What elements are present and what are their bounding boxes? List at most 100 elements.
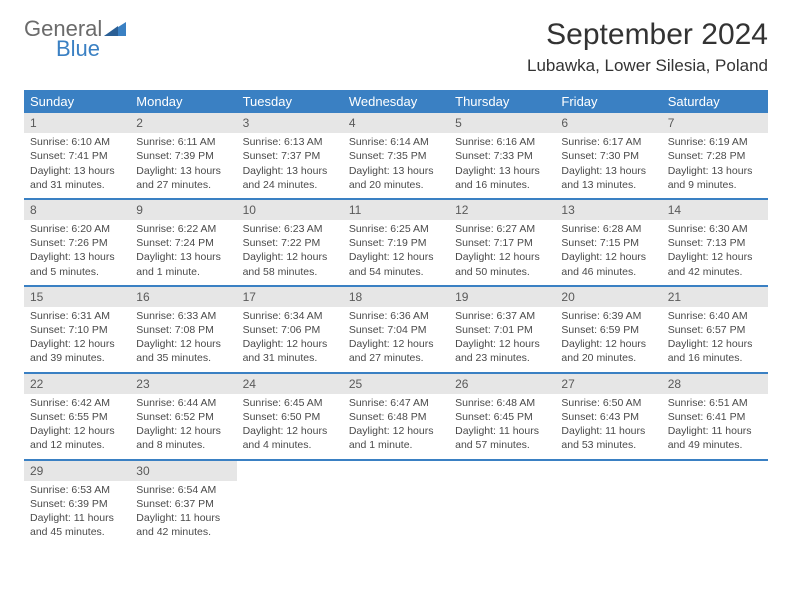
sunset-line: Sunset: 7:22 PM	[243, 236, 337, 250]
day-cell: 14Sunrise: 6:30 AMSunset: 7:13 PMDayligh…	[662, 200, 768, 285]
day-number: 13	[555, 200, 661, 220]
day-number: 22	[24, 374, 130, 394]
day-cell: 25Sunrise: 6:47 AMSunset: 6:48 PMDayligh…	[343, 374, 449, 459]
daylight-line: Daylight: 12 hours and 42 minutes.	[668, 250, 762, 278]
logo: General Blue	[24, 18, 126, 60]
daylight-line: Daylight: 12 hours and 50 minutes.	[455, 250, 549, 278]
day-body: Sunrise: 6:20 AMSunset: 7:26 PMDaylight:…	[24, 220, 130, 285]
day-body: Sunrise: 6:40 AMSunset: 6:57 PMDaylight:…	[662, 307, 768, 372]
day-cell: 21Sunrise: 6:40 AMSunset: 6:57 PMDayligh…	[662, 287, 768, 372]
sunrise-line: Sunrise: 6:36 AM	[349, 309, 443, 323]
daylight-line: Daylight: 12 hours and 12 minutes.	[30, 424, 124, 452]
sunset-line: Sunset: 6:43 PM	[561, 410, 655, 424]
day-cell: 22Sunrise: 6:42 AMSunset: 6:55 PMDayligh…	[24, 374, 130, 459]
sunrise-line: Sunrise: 6:19 AM	[668, 135, 762, 149]
day-cell: 27Sunrise: 6:50 AMSunset: 6:43 PMDayligh…	[555, 374, 661, 459]
sunset-line: Sunset: 7:24 PM	[136, 236, 230, 250]
calendar: SundayMondayTuesdayWednesdayThursdayFrid…	[24, 90, 768, 545]
weekday-header: Friday	[555, 90, 661, 113]
day-number: 5	[449, 113, 555, 133]
sunrise-line: Sunrise: 6:27 AM	[455, 222, 549, 236]
day-cell: 23Sunrise: 6:44 AMSunset: 6:52 PMDayligh…	[130, 374, 236, 459]
day-number: 28	[662, 374, 768, 394]
day-number: 1	[24, 113, 130, 133]
sunrise-line: Sunrise: 6:16 AM	[455, 135, 549, 149]
day-cell: 15Sunrise: 6:31 AMSunset: 7:10 PMDayligh…	[24, 287, 130, 372]
sunrise-line: Sunrise: 6:51 AM	[668, 396, 762, 410]
daylight-line: Daylight: 13 hours and 24 minutes.	[243, 164, 337, 192]
day-cell: 28Sunrise: 6:51 AMSunset: 6:41 PMDayligh…	[662, 374, 768, 459]
sunrise-line: Sunrise: 6:40 AM	[668, 309, 762, 323]
day-number: 8	[24, 200, 130, 220]
day-number: 24	[237, 374, 343, 394]
day-body: Sunrise: 6:51 AMSunset: 6:41 PMDaylight:…	[662, 394, 768, 459]
day-cell: 18Sunrise: 6:36 AMSunset: 7:04 PMDayligh…	[343, 287, 449, 372]
sunset-line: Sunset: 7:30 PM	[561, 149, 655, 163]
daylight-line: Daylight: 12 hours and 31 minutes.	[243, 337, 337, 365]
day-body: Sunrise: 6:13 AMSunset: 7:37 PMDaylight:…	[237, 133, 343, 198]
day-body: Sunrise: 6:36 AMSunset: 7:04 PMDaylight:…	[343, 307, 449, 372]
day-body: Sunrise: 6:42 AMSunset: 6:55 PMDaylight:…	[24, 394, 130, 459]
sunrise-line: Sunrise: 6:54 AM	[136, 483, 230, 497]
daylight-line: Daylight: 12 hours and 1 minute.	[349, 424, 443, 452]
daylight-line: Daylight: 11 hours and 49 minutes.	[668, 424, 762, 452]
day-cell: 4Sunrise: 6:14 AMSunset: 7:35 PMDaylight…	[343, 113, 449, 198]
sunrise-line: Sunrise: 6:44 AM	[136, 396, 230, 410]
sunset-line: Sunset: 6:39 PM	[30, 497, 124, 511]
day-cell: 19Sunrise: 6:37 AMSunset: 7:01 PMDayligh…	[449, 287, 555, 372]
day-number: 15	[24, 287, 130, 307]
sunrise-line: Sunrise: 6:48 AM	[455, 396, 549, 410]
sunrise-line: Sunrise: 6:28 AM	[561, 222, 655, 236]
day-body: Sunrise: 6:11 AMSunset: 7:39 PMDaylight:…	[130, 133, 236, 198]
weekday-header-row: SundayMondayTuesdayWednesdayThursdayFrid…	[24, 90, 768, 113]
sunset-line: Sunset: 7:10 PM	[30, 323, 124, 337]
sunset-line: Sunset: 7:26 PM	[30, 236, 124, 250]
daylight-line: Daylight: 12 hours and 58 minutes.	[243, 250, 337, 278]
daylight-line: Daylight: 13 hours and 1 minute.	[136, 250, 230, 278]
day-cell	[662, 461, 768, 546]
day-cell: 20Sunrise: 6:39 AMSunset: 6:59 PMDayligh…	[555, 287, 661, 372]
sunrise-line: Sunrise: 6:10 AM	[30, 135, 124, 149]
sunrise-line: Sunrise: 6:47 AM	[349, 396, 443, 410]
day-number: 10	[237, 200, 343, 220]
day-body: Sunrise: 6:47 AMSunset: 6:48 PMDaylight:…	[343, 394, 449, 459]
week-row: 15Sunrise: 6:31 AMSunset: 7:10 PMDayligh…	[24, 287, 768, 374]
day-number: 6	[555, 113, 661, 133]
day-number: 29	[24, 461, 130, 481]
day-number: 9	[130, 200, 236, 220]
day-body: Sunrise: 6:48 AMSunset: 6:45 PMDaylight:…	[449, 394, 555, 459]
sunrise-line: Sunrise: 6:20 AM	[30, 222, 124, 236]
daylight-line: Daylight: 13 hours and 5 minutes.	[30, 250, 124, 278]
day-number: 21	[662, 287, 768, 307]
day-body: Sunrise: 6:39 AMSunset: 6:59 PMDaylight:…	[555, 307, 661, 372]
day-body: Sunrise: 6:17 AMSunset: 7:30 PMDaylight:…	[555, 133, 661, 198]
title-block: September 2024 Lubawka, Lower Silesia, P…	[527, 18, 768, 76]
day-number: 14	[662, 200, 768, 220]
sunrise-line: Sunrise: 6:37 AM	[455, 309, 549, 323]
sunrise-line: Sunrise: 6:30 AM	[668, 222, 762, 236]
day-body: Sunrise: 6:54 AMSunset: 6:37 PMDaylight:…	[130, 481, 236, 546]
day-body: Sunrise: 6:44 AMSunset: 6:52 PMDaylight:…	[130, 394, 236, 459]
day-number: 12	[449, 200, 555, 220]
daylight-line: Daylight: 12 hours and 27 minutes.	[349, 337, 443, 365]
sunset-line: Sunset: 6:50 PM	[243, 410, 337, 424]
sunset-line: Sunset: 6:45 PM	[455, 410, 549, 424]
daylight-line: Daylight: 11 hours and 45 minutes.	[30, 511, 124, 539]
day-body: Sunrise: 6:31 AMSunset: 7:10 PMDaylight:…	[24, 307, 130, 372]
daylight-line: Daylight: 12 hours and 54 minutes.	[349, 250, 443, 278]
day-body: Sunrise: 6:16 AMSunset: 7:33 PMDaylight:…	[449, 133, 555, 198]
logo-triangle-icon	[104, 18, 126, 40]
sunset-line: Sunset: 7:06 PM	[243, 323, 337, 337]
weekday-header: Wednesday	[343, 90, 449, 113]
sunset-line: Sunset: 7:41 PM	[30, 149, 124, 163]
sunrise-line: Sunrise: 6:34 AM	[243, 309, 337, 323]
day-body: Sunrise: 6:23 AMSunset: 7:22 PMDaylight:…	[237, 220, 343, 285]
daylight-line: Daylight: 12 hours and 20 minutes.	[561, 337, 655, 365]
daylight-line: Daylight: 13 hours and 20 minutes.	[349, 164, 443, 192]
day-body: Sunrise: 6:10 AMSunset: 7:41 PMDaylight:…	[24, 133, 130, 198]
day-cell: 2Sunrise: 6:11 AMSunset: 7:39 PMDaylight…	[130, 113, 236, 198]
weekday-header: Saturday	[662, 90, 768, 113]
day-body: Sunrise: 6:50 AMSunset: 6:43 PMDaylight:…	[555, 394, 661, 459]
day-cell: 11Sunrise: 6:25 AMSunset: 7:19 PMDayligh…	[343, 200, 449, 285]
day-number: 20	[555, 287, 661, 307]
